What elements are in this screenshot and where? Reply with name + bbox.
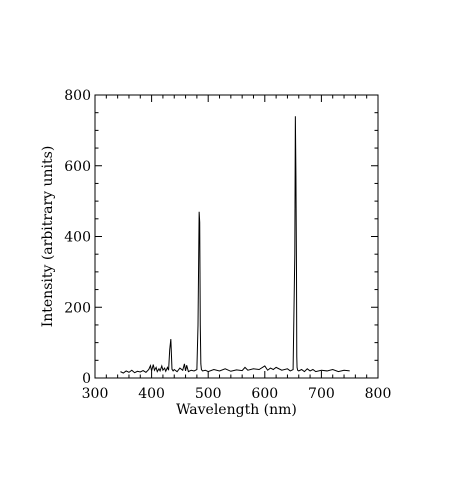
x-tick-label: 500 bbox=[195, 386, 222, 402]
y-axis-label: Intensity (arbitrary units) bbox=[40, 146, 56, 328]
x-tick-label: 800 bbox=[365, 386, 392, 402]
plot-frame bbox=[94, 94, 379, 379]
x-tick-label: 700 bbox=[308, 386, 335, 402]
x-tick-label: 300 bbox=[82, 386, 109, 402]
spectrum-series-line bbox=[120, 116, 350, 374]
y-tick-label: 200 bbox=[64, 300, 91, 316]
x-axis-label: Wavelength (nm) bbox=[176, 402, 297, 418]
y-tick-label: 400 bbox=[64, 230, 91, 246]
y-tick-label: 0 bbox=[82, 371, 91, 387]
y-tick-label: 600 bbox=[64, 159, 91, 175]
y-tick-label: 800 bbox=[64, 88, 91, 104]
axis-ticks bbox=[94, 94, 379, 379]
axis-tick-labels: 300 400 500 600 700 800 0 200 400 600 800 bbox=[64, 88, 391, 402]
x-tick-label: 400 bbox=[138, 386, 165, 402]
x-tick-label: 600 bbox=[251, 386, 278, 402]
